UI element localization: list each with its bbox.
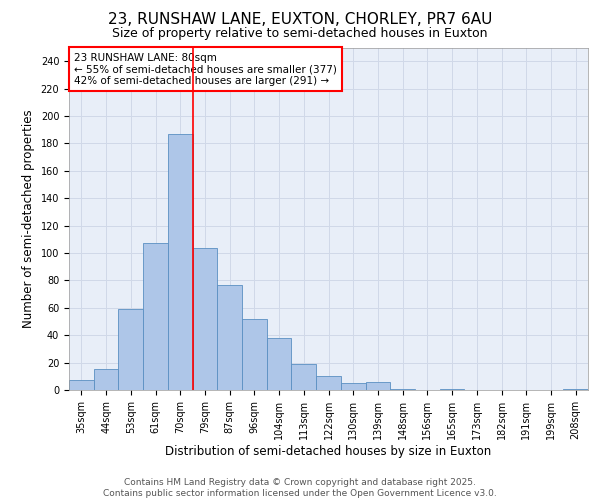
Bar xyxy=(341,383,365,390)
Bar xyxy=(365,382,390,390)
Bar xyxy=(563,388,588,390)
Bar xyxy=(193,248,217,390)
Bar xyxy=(168,134,193,390)
Bar xyxy=(69,380,94,390)
Bar xyxy=(94,370,118,390)
Bar xyxy=(292,364,316,390)
Bar xyxy=(440,388,464,390)
Y-axis label: Number of semi-detached properties: Number of semi-detached properties xyxy=(22,110,35,328)
Text: Contains HM Land Registry data © Crown copyright and database right 2025.
Contai: Contains HM Land Registry data © Crown c… xyxy=(103,478,497,498)
Text: Size of property relative to semi-detached houses in Euxton: Size of property relative to semi-detach… xyxy=(112,28,488,40)
Bar xyxy=(267,338,292,390)
Bar xyxy=(390,388,415,390)
X-axis label: Distribution of semi-detached houses by size in Euxton: Distribution of semi-detached houses by … xyxy=(166,444,491,458)
Text: 23, RUNSHAW LANE, EUXTON, CHORLEY, PR7 6AU: 23, RUNSHAW LANE, EUXTON, CHORLEY, PR7 6… xyxy=(108,12,492,28)
Bar xyxy=(316,376,341,390)
Bar xyxy=(242,319,267,390)
Bar xyxy=(217,284,242,390)
Bar xyxy=(143,244,168,390)
Text: 23 RUNSHAW LANE: 80sqm
← 55% of semi-detached houses are smaller (377)
42% of se: 23 RUNSHAW LANE: 80sqm ← 55% of semi-det… xyxy=(74,52,337,86)
Bar xyxy=(118,309,143,390)
